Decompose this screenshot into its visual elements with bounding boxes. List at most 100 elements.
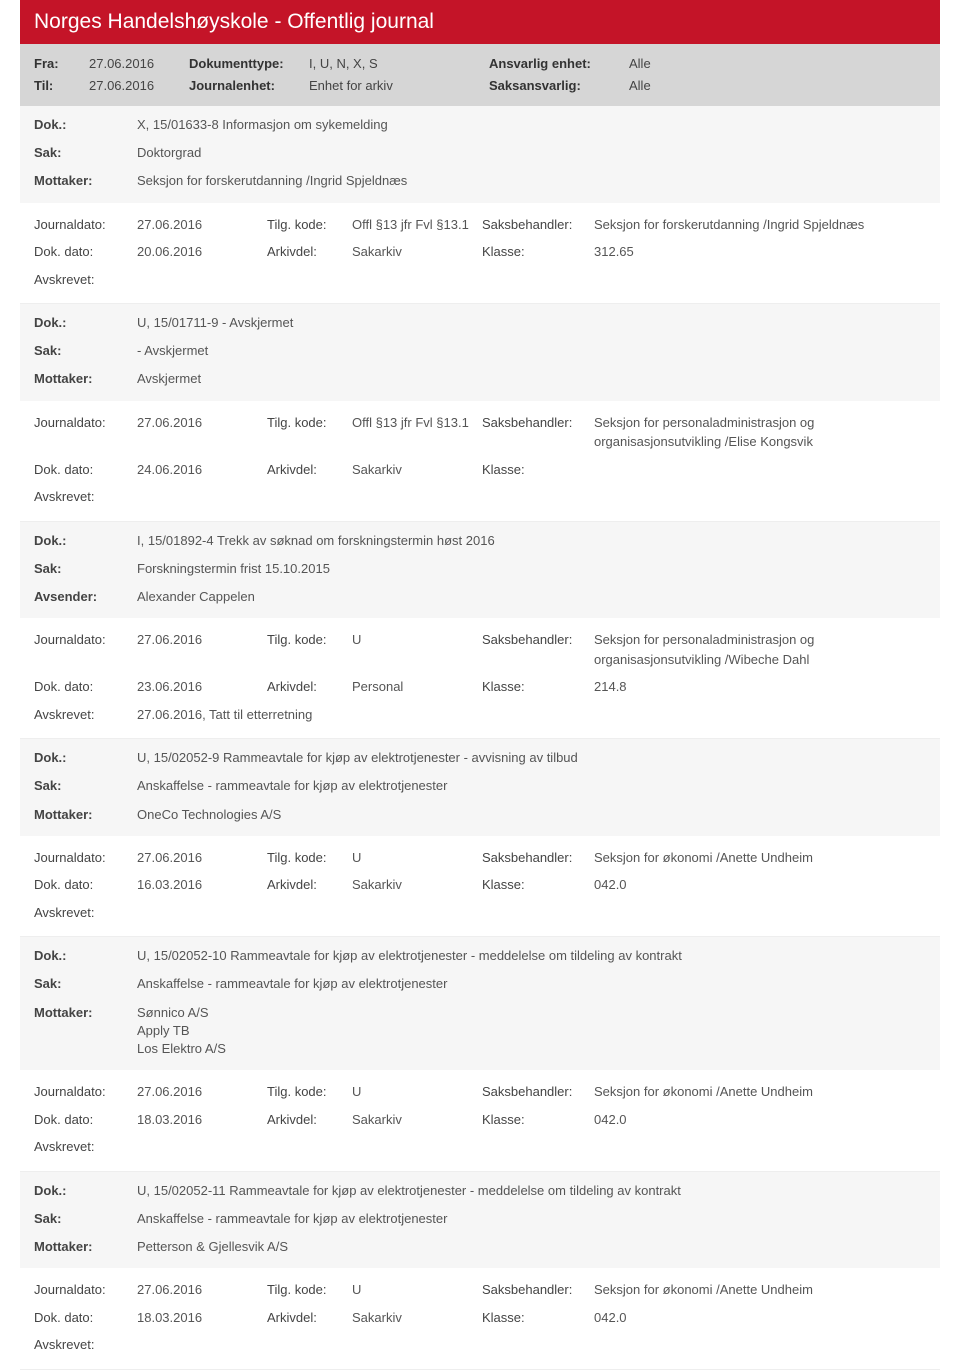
- journal-entry: Dok.: U, 15/02052-10 Rammeavtale for kjø…: [20, 937, 940, 1171]
- journaldato-value: 27.06.2016: [137, 413, 267, 433]
- arkivdel-label: Arkivdel:: [267, 242, 352, 262]
- party-label: Mottaker:: [34, 1238, 137, 1256]
- filter-ansvenhet-value: Alle: [629, 56, 651, 71]
- journaldato-label: Journaldato:: [34, 413, 137, 433]
- dokdato-value: 18.03.2016: [137, 1308, 267, 1328]
- journal-entry: Dok.: U, 15/02052-11 Rammeavtale for kjø…: [20, 1172, 940, 1370]
- arkivdel-value: Sakarkiv: [352, 875, 482, 895]
- dokdato-label: Dok. dato:: [34, 875, 137, 895]
- filter-saksansv-label: Saksansvarlig:: [489, 78, 629, 93]
- dokdato-label: Dok. dato:: [34, 242, 137, 262]
- dok-label: Dok.:: [34, 116, 137, 134]
- dokdato-label: Dok. dato:: [34, 1110, 137, 1130]
- dokdato-value: 23.06.2016: [137, 677, 267, 697]
- journal-entry: Dok.: X, 15/01633-8 Informasjon om sykem…: [20, 106, 940, 304]
- party-value: Sønnico A/S Apply TB Los Elektro A/S: [137, 1004, 926, 1059]
- avskrevet-label: Avskrevet:: [34, 487, 137, 507]
- filter-journalenhet-label: Journalenhet:: [189, 78, 309, 93]
- page-title-bar: Norges Handelshøyskole - Offentlig journ…: [20, 0, 940, 44]
- tilgkode-label: Tilg. kode:: [267, 1280, 352, 1300]
- sak-label: Sak:: [34, 342, 137, 360]
- page-title: Norges Handelshøyskole - Offentlig journ…: [34, 10, 434, 33]
- klasse-label: Klasse:: [482, 677, 594, 697]
- filter-doktype-value: I, U, N, X, S: [309, 56, 489, 71]
- filter-bar: Fra: 27.06.2016 Dokumenttype: I, U, N, X…: [20, 44, 940, 106]
- party-label: Mottaker:: [34, 172, 137, 190]
- dokdato-value: 24.06.2016: [137, 460, 267, 480]
- tilgkode-value: U: [352, 848, 482, 868]
- klasse-value: 214.8: [594, 677, 926, 697]
- journal-entry: Dok.: U, 15/02052-9 Rammeavtale for kjøp…: [20, 739, 940, 937]
- tilgkode-value: Offl §13 jfr Fvl §13.1: [352, 215, 482, 235]
- dokdato-value: 16.03.2016: [137, 875, 267, 895]
- avskrevet-label: Avskrevet:: [34, 903, 137, 923]
- saksbehandler-value: Seksjon for økonomi /Anette Undheim: [594, 1082, 926, 1102]
- journaldato-label: Journaldato:: [34, 1280, 137, 1300]
- arkivdel-label: Arkivdel:: [267, 875, 352, 895]
- dokdato-value: 18.03.2016: [137, 1110, 267, 1130]
- sak-label: Sak:: [34, 975, 137, 993]
- arkivdel-value: Sakarkiv: [352, 1308, 482, 1328]
- arkivdel-value: Sakarkiv: [352, 242, 482, 262]
- filter-ansvenhet-label: Ansvarlig enhet:: [489, 56, 629, 71]
- filter-saksansv-value: Alle: [629, 78, 651, 93]
- arkivdel-value: Sakarkiv: [352, 460, 482, 480]
- entry-meta: Journaldato: 27.06.2016 Tilg. kode: U Sa…: [20, 618, 940, 738]
- saksbehandler-value: Seksjon for økonomi /Anette Undheim: [594, 1280, 926, 1300]
- entry-meta: Journaldato: 27.06.2016 Tilg. kode: U Sa…: [20, 1070, 940, 1171]
- filter-row-1: Fra: 27.06.2016 Dokumenttype: I, U, N, X…: [34, 52, 926, 74]
- sak-value: Anskaffelse - rammeavtale for kjøp av el…: [137, 1210, 926, 1228]
- party-value: Alexander Cappelen: [137, 588, 926, 606]
- saksbehandler-value: Seksjon for personaladministrasjon og or…: [594, 630, 926, 669]
- party-label: Mottaker:: [34, 806, 137, 824]
- saksbehandler-value: Seksjon for økonomi /Anette Undheim: [594, 848, 926, 868]
- dok-label: Dok.:: [34, 532, 137, 550]
- journaldato-label: Journaldato:: [34, 1082, 137, 1102]
- filter-fra-value: 27.06.2016: [89, 56, 189, 71]
- saksbehandler-label: Saksbehandler:: [482, 1082, 594, 1102]
- entry-header: Dok.: X, 15/01633-8 Informasjon om sykem…: [20, 106, 940, 203]
- party-value: Petterson & Gjellesvik A/S: [137, 1238, 926, 1256]
- dok-value: U, 15/02052-10 Rammeavtale for kjøp av e…: [137, 947, 926, 965]
- journaldato-label: Journaldato:: [34, 215, 137, 235]
- journaldato-value: 27.06.2016: [137, 1082, 267, 1102]
- dok-value: X, 15/01633-8 Informasjon om sykemelding: [137, 116, 926, 134]
- arkivdel-label: Arkivdel:: [267, 1110, 352, 1130]
- dokdato-label: Dok. dato:: [34, 460, 137, 480]
- entry-header: Dok.: U, 15/01711-9 - Avskjermet Sak: - …: [20, 304, 940, 401]
- avskrevet-label: Avskrevet:: [34, 1335, 137, 1355]
- saksbehandler-label: Saksbehandler:: [482, 1280, 594, 1300]
- klasse-label: Klasse:: [482, 1308, 594, 1328]
- dok-value: I, 15/01892-4 Trekk av søknad om forskni…: [137, 532, 926, 550]
- entry-meta: Journaldato: 27.06.2016 Tilg. kode: U Sa…: [20, 1268, 940, 1369]
- saksbehandler-label: Saksbehandler:: [482, 215, 594, 235]
- journal-entry: Dok.: I, 15/01892-4 Trekk av søknad om f…: [20, 522, 940, 740]
- journaldato-label: Journaldato:: [34, 630, 137, 650]
- avskrevet-value: 27.06.2016, Tatt til etterretning: [137, 705, 312, 725]
- journal-entry: Dok.: U, 15/01711-9 - Avskjermet Sak: - …: [20, 304, 940, 522]
- party-label: Mottaker:: [34, 1004, 137, 1059]
- entry-header: Dok.: U, 15/02052-10 Rammeavtale for kjø…: [20, 937, 940, 1070]
- journaldato-value: 27.06.2016: [137, 1280, 267, 1300]
- party-label: Avsender:: [34, 588, 137, 606]
- sak-value: Anskaffelse - rammeavtale for kjøp av el…: [137, 975, 926, 993]
- klasse-value: 312.65: [594, 242, 926, 262]
- saksbehandler-label: Saksbehandler:: [482, 630, 594, 650]
- dok-label: Dok.:: [34, 1182, 137, 1200]
- journaldato-label: Journaldato:: [34, 848, 137, 868]
- avskrevet-label: Avskrevet:: [34, 705, 137, 725]
- journal-page: Norges Handelshøyskole - Offentlig journ…: [20, 0, 940, 1370]
- entry-meta: Journaldato: 27.06.2016 Tilg. kode: Offl…: [20, 203, 940, 304]
- journaldato-value: 27.06.2016: [137, 848, 267, 868]
- filter-row-2: Til: 27.06.2016 Journalenhet: Enhet for …: [34, 74, 926, 96]
- dok-label: Dok.:: [34, 947, 137, 965]
- saksbehandler-value: Seksjon for forskerutdanning /Ingrid Spj…: [594, 215, 926, 235]
- party-value: OneCo Technologies A/S: [137, 806, 926, 824]
- journaldato-value: 27.06.2016: [137, 215, 267, 235]
- klasse-value: 042.0: [594, 875, 926, 895]
- dok-label: Dok.:: [34, 749, 137, 767]
- entry-header: Dok.: I, 15/01892-4 Trekk av søknad om f…: [20, 522, 940, 619]
- party-value: Seksjon for forskerutdanning /Ingrid Spj…: [137, 172, 926, 190]
- filter-fra-label: Fra:: [34, 56, 89, 71]
- arkivdel-value: Personal: [352, 677, 482, 697]
